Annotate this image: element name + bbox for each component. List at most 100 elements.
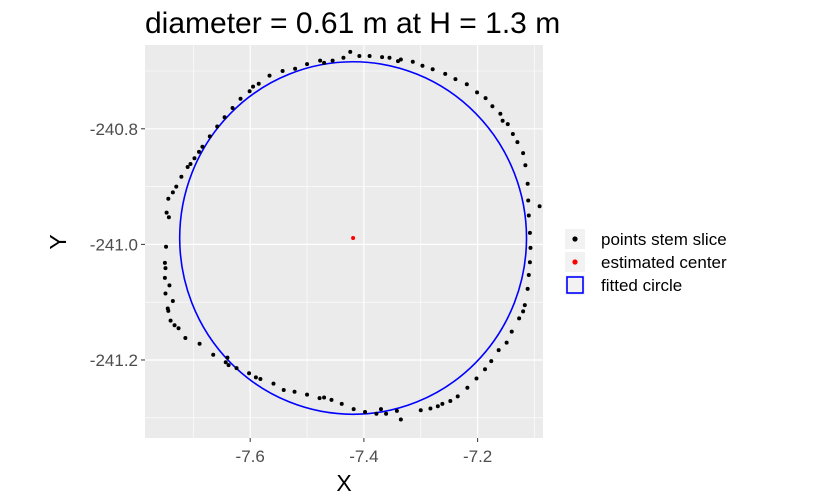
stem-slice-point xyxy=(515,140,520,145)
stem-slice-point xyxy=(475,90,480,95)
stem-slice-point xyxy=(435,404,440,409)
chart-title: diameter = 0.61 m at H = 1.3 m xyxy=(145,7,560,40)
stem-slice-point xyxy=(293,66,298,71)
stem-slice-point xyxy=(374,411,379,416)
stem-slice-point xyxy=(420,63,425,68)
stem-slice-point xyxy=(292,389,297,394)
x-axis: -7.6 -7.4 -7.2 xyxy=(236,438,492,466)
stem-slice-point xyxy=(526,213,531,218)
stem-slice-point xyxy=(430,67,435,72)
legend: points stem slice estimated center fitted … xyxy=(565,229,727,295)
x-tick-label: -7.2 xyxy=(463,447,492,466)
stem-slice-point xyxy=(322,60,327,65)
stem-slice-point xyxy=(464,82,469,87)
stem-slice-point xyxy=(483,367,488,372)
stem-slice-point xyxy=(305,392,310,397)
stem-slice-point xyxy=(418,408,423,413)
stem-slice-point xyxy=(247,371,252,376)
stem-slice-point xyxy=(267,73,272,78)
fitted-circle xyxy=(178,60,528,416)
stem-slice-point xyxy=(305,62,310,67)
stem-slice-point xyxy=(238,96,243,101)
stem-slice-point xyxy=(256,81,261,86)
stem-slice-point xyxy=(164,244,169,249)
stem-slice-point xyxy=(363,409,368,414)
legend-key-background xyxy=(565,275,585,295)
stem-slice-point xyxy=(215,124,220,129)
stem-slice-point xyxy=(281,388,286,393)
stem-slice-point xyxy=(329,397,334,402)
fitted-circle-layer xyxy=(178,60,528,416)
stem-slice-point xyxy=(521,151,526,156)
stem-slice-point xyxy=(170,190,175,195)
stem-slice-point xyxy=(179,174,184,179)
stem-slice-point xyxy=(162,260,167,265)
stem-slice-point xyxy=(197,149,202,154)
legend-label: points stem slice xyxy=(601,230,727,249)
stem-slice-point xyxy=(517,316,522,321)
y-tick-label: -241.0 xyxy=(90,235,138,254)
stem-slice-point xyxy=(496,348,501,353)
stem-slice-point xyxy=(192,156,197,161)
stem-slice-point xyxy=(167,283,172,288)
stem-slice-point xyxy=(280,69,285,74)
stem-slice-point xyxy=(428,406,433,411)
stem-slice-point xyxy=(351,407,356,412)
stem-slice-point xyxy=(197,341,202,346)
stem-slice-point xyxy=(455,394,460,399)
stem-slice-point xyxy=(527,260,532,265)
stem-slice-point xyxy=(225,355,230,360)
stem-slice-point xyxy=(396,59,401,64)
stem-slice-point xyxy=(521,309,526,314)
plot-background xyxy=(145,45,543,438)
stem-slice-point xyxy=(339,401,344,406)
stem-slice-point xyxy=(318,58,323,63)
stem-slice-point xyxy=(367,53,372,58)
stem-slice-point xyxy=(185,164,190,169)
legend-key-point xyxy=(572,236,578,242)
stem-slice-point xyxy=(378,407,383,412)
stem-slice-point xyxy=(222,115,227,120)
stem-slice-point xyxy=(163,291,168,296)
plot-panel xyxy=(145,45,543,438)
stem-slice-point xyxy=(527,230,532,235)
stem-slice-point xyxy=(357,53,362,58)
stem-slice-point xyxy=(230,105,235,110)
stem-slice-point xyxy=(207,134,212,139)
stem-slice-point xyxy=(164,210,169,215)
y-tick-label: -241.2 xyxy=(90,351,138,370)
legend-label: fitted circle xyxy=(601,276,682,295)
y-axis: -240.8 -241.0 -241.2 xyxy=(90,120,145,370)
stem-slice-point xyxy=(498,111,503,116)
stem-slice-point xyxy=(504,340,509,345)
stem-slice-point xyxy=(174,184,179,189)
stem-slice-point xyxy=(525,286,530,291)
stem-slice-point xyxy=(330,58,335,63)
stem-slice-point xyxy=(247,89,252,94)
stem-slice-point xyxy=(522,303,527,308)
y-tick-label: -240.8 xyxy=(90,120,138,139)
legend-key-point xyxy=(572,259,578,265)
stem-slice-point xyxy=(223,360,228,365)
grid-lines xyxy=(145,45,543,438)
stem-slice-point xyxy=(211,352,216,357)
stem-slice-point xyxy=(490,104,495,109)
stem-slice-point xyxy=(500,118,505,123)
x-axis-title: X xyxy=(336,470,351,496)
stem-slice-point xyxy=(474,376,479,381)
stem-slice-point xyxy=(505,122,510,127)
stem-slice-point xyxy=(166,196,171,201)
stem-slice-point xyxy=(183,336,188,341)
stem-slice-point xyxy=(172,323,177,328)
stem-slice-point xyxy=(200,144,205,149)
stem-slice-point xyxy=(226,363,231,368)
stem-slice-point xyxy=(166,308,171,313)
stem-slice-point xyxy=(528,245,533,250)
stem-slice-point xyxy=(440,401,445,406)
stem-slice-point xyxy=(176,326,181,331)
stem-slice-point xyxy=(322,395,327,400)
stem-slice-point xyxy=(483,96,488,101)
stem-slice-point xyxy=(465,385,470,390)
stem-slice-point xyxy=(384,411,389,416)
stem-slice-point xyxy=(526,198,531,203)
